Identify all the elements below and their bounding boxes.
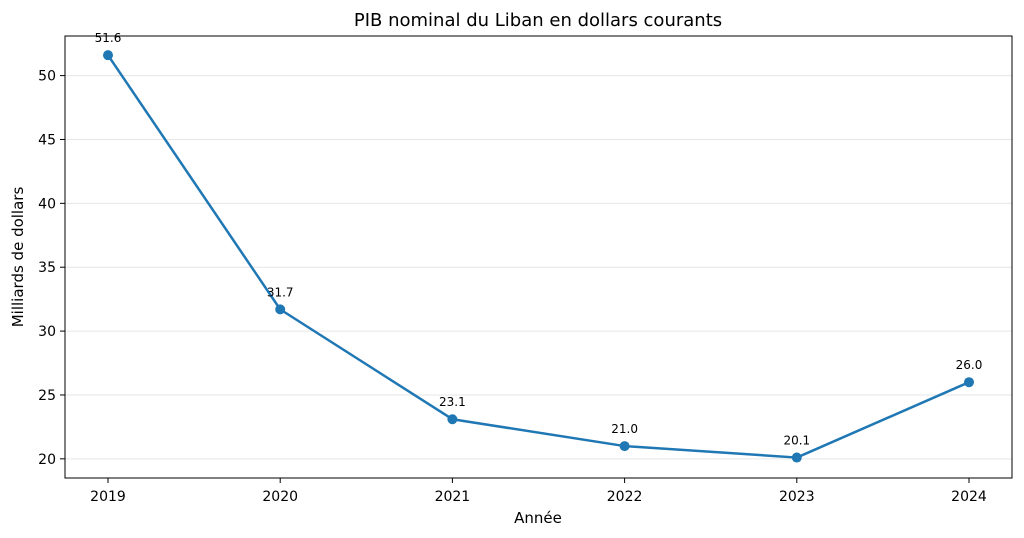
data-point-2023 (791, 452, 802, 463)
data-label-2020: 31.7 (267, 285, 294, 299)
x-tick-label: 2023 (779, 489, 815, 505)
x-tick-label: 2024 (951, 489, 987, 505)
data-label-2022: 21.0 (611, 422, 638, 436)
grid-lines (65, 75, 1012, 460)
data-point-2019 (103, 50, 113, 61)
x-axis-label: Année (514, 509, 562, 527)
x-axis: 2019 2020 2021 2022 2023 2024 (90, 478, 987, 505)
x-tick-label: 2020 (262, 489, 298, 505)
x-tick-label: 2022 (607, 489, 643, 505)
data-label-2023: 20.1 (783, 434, 810, 448)
series-layer: 51.6 31.7 23.1 21.0 20.1 26.0 (95, 31, 983, 463)
data-label-2024: 26.0 (956, 358, 983, 372)
y-tick-label: 50 (38, 69, 56, 85)
chart-title: PIB nominal du Liban en dollars courants (354, 10, 722, 31)
y-tick-label: 35 (38, 260, 56, 276)
data-label-2019: 51.6 (95, 31, 122, 45)
y-tick-label: 45 (38, 132, 56, 148)
y-tick-label: 40 (38, 196, 56, 212)
y-axis: 20 25 30 35 40 45 50 (38, 69, 65, 468)
plot-area-frame (64, 35, 1013, 479)
data-point-2024 (964, 377, 974, 388)
y-tick-label: 25 (38, 388, 56, 404)
series-line (106, 54, 970, 459)
y-tick-label: 20 (38, 452, 56, 468)
data-label-2021: 23.1 (439, 395, 466, 409)
data-point-2022 (619, 441, 630, 452)
data-point-2020 (275, 304, 286, 315)
y-tick-label: 30 (38, 324, 56, 340)
x-tick-label: 2021 (435, 489, 471, 505)
data-point-2021 (447, 414, 458, 425)
y-axis-label: Milliards de dollars (9, 187, 27, 328)
x-tick-label: 2019 (90, 489, 126, 505)
